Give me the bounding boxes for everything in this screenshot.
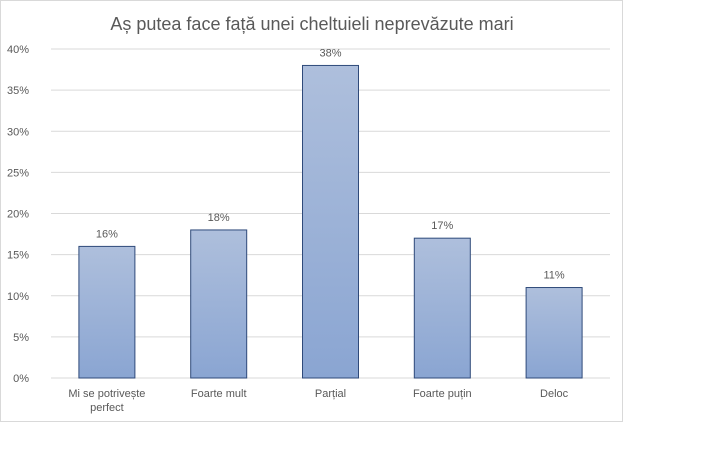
data-label: 38% [319, 47, 341, 59]
data-label: 11% [543, 270, 564, 282]
x-tick-label-line: Foarte mult [191, 388, 247, 400]
x-tick-label: Deloc [540, 388, 569, 400]
data-label: 18% [208, 212, 230, 224]
y-tick-label: 15% [7, 250, 29, 262]
data-label: 16% [96, 228, 118, 240]
y-tick-label: 5% [13, 332, 29, 344]
y-tick-label: 35% [7, 85, 29, 97]
y-tick-label: 10% [7, 291, 29, 303]
x-tick-label-line: Mi se potrivește [68, 388, 145, 400]
bar [302, 64, 359, 379]
y-axis-ticks: 0% 5% 10% 15% 20% 25% 30% 35% 40% [7, 44, 29, 385]
y-tick-label: 20% [7, 209, 29, 221]
bar [190, 229, 248, 379]
category-labels: Mi se potrivește perfect Foarte mult Parția… [68, 388, 568, 414]
x-tick-label: Foarte mult [191, 388, 247, 400]
y-tick-label: 0% [13, 373, 29, 385]
y-tick-label: 30% [7, 126, 29, 138]
x-tick-label: Foarte puțin [413, 388, 472, 400]
x-tick-label-line: Deloc [540, 388, 569, 400]
bar [525, 287, 583, 379]
x-tick-label: Parțial [315, 388, 346, 400]
x-tick-label: Mi se potrivește perfect [68, 388, 145, 414]
x-tick-label-line: perfect [90, 402, 124, 414]
chart-frame: Aș putea face față unei cheltuieli nepre… [0, 0, 623, 422]
value-labels: 16% 18% 38% 17% 11% [96, 47, 565, 281]
x-tick-label-line: Parțial [315, 388, 346, 400]
chart-title: Aș putea face față unei cheltuieli nepre… [110, 14, 513, 34]
bar [413, 237, 471, 379]
y-tick-label: 25% [7, 167, 29, 179]
y-tick-label: 40% [7, 44, 29, 56]
bar-chart: Aș putea face față unei cheltuieli nepre… [7, 14, 610, 414]
data-label: 17% [431, 220, 453, 232]
bars [78, 64, 583, 379]
bar [78, 245, 136, 379]
x-tick-label-line: Foarte puțin [413, 388, 472, 400]
